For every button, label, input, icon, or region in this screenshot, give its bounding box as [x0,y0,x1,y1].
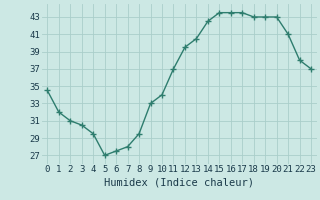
X-axis label: Humidex (Indice chaleur): Humidex (Indice chaleur) [104,177,254,187]
